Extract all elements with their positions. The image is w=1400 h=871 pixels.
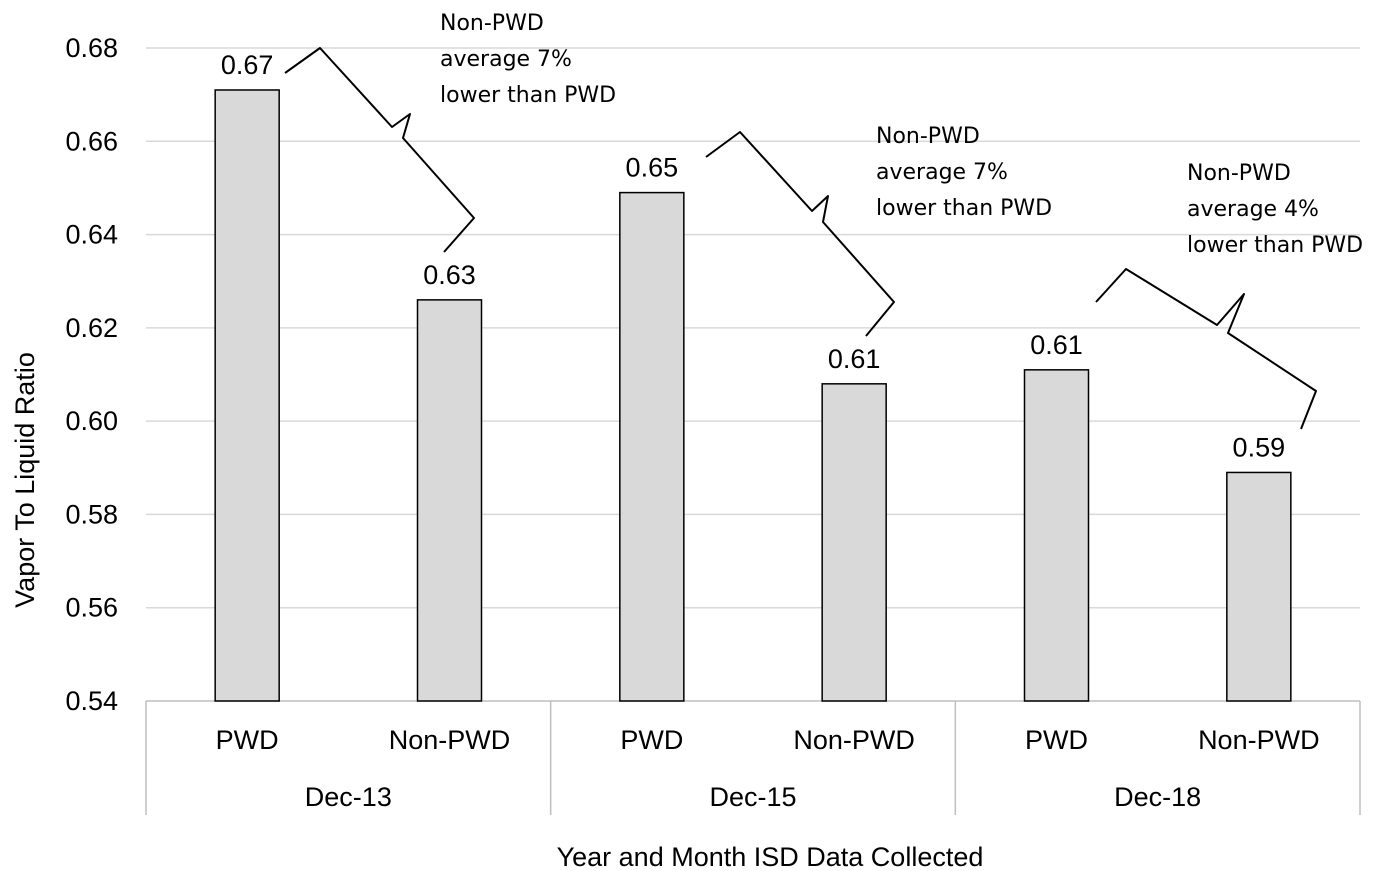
annotation-text: Non-PWD	[876, 124, 980, 149]
annotation-text: average 4%	[1187, 197, 1319, 222]
group-label: Dec-18	[1114, 782, 1201, 812]
category-label: PWD	[216, 725, 279, 755]
y-tick-label: 0.56	[65, 593, 118, 623]
y-axis-title: Vapor To Liquid Ratio	[10, 352, 40, 608]
bar	[821, 383, 887, 702]
annotation-text: lower than PWD	[876, 196, 1052, 221]
x-axis-title: Year and Month ISD Data Collected	[557, 842, 984, 871]
annotation-text: average 7%	[440, 47, 572, 72]
annotation-text: lower than PWD	[1187, 233, 1363, 258]
bar	[214, 89, 280, 702]
bars	[214, 89, 1292, 702]
bar	[416, 299, 483, 702]
category-label: Non-PWD	[1198, 725, 1320, 755]
bar	[1023, 369, 1090, 702]
gridlines	[146, 47, 1360, 609]
y-tick-label: 0.68	[65, 33, 118, 63]
data-label: 0.65	[626, 153, 679, 183]
y-tick-label: 0.54	[65, 686, 118, 716]
category-label: PWD	[1025, 725, 1088, 755]
bracket-callout	[705, 131, 895, 337]
y-tick-label: 0.66	[65, 126, 118, 156]
data-label: 0.63	[423, 260, 476, 290]
data-label: 0.61	[828, 344, 881, 374]
annotation-text: Non-PWD	[440, 11, 544, 36]
annotation-text: Non-PWD	[1187, 161, 1291, 186]
y-tick-label: 0.62	[65, 313, 118, 343]
data-label: 0.61	[1030, 330, 1083, 360]
bar	[619, 191, 685, 702]
annotation-text: average 7%	[876, 160, 1008, 185]
x-axis: PWD Non-PWD Dec-13 PWD Non-PWD Dec-15 PWD Non-P…	[145, 700, 1361, 815]
category-label: Non-PWD	[793, 725, 915, 755]
y-tick-label: 0.64	[65, 220, 118, 250]
bracket-callout	[284, 47, 475, 253]
data-label: 0.59	[1233, 432, 1286, 462]
annotation-text: lower than PWD	[440, 83, 616, 108]
data-labels: 0.67 0.63 0.65 0.61 0.61 0.59	[221, 50, 1285, 462]
data-label: 0.67	[221, 50, 274, 80]
annotations: Non-PWD average 7% lower than PWD Non-PWD av…	[284, 11, 1363, 430]
category-label: PWD	[620, 725, 683, 755]
y-axis-ticks: 0.54 0.56 0.58 0.60 0.62 0.64 0.66 0.68	[65, 33, 118, 716]
group-label: Dec-15	[709, 782, 796, 812]
y-tick-label: 0.58	[65, 499, 118, 529]
y-tick-label: 0.60	[65, 406, 118, 436]
category-label: Non-PWD	[389, 725, 511, 755]
bracket-callout	[1095, 268, 1317, 430]
bar	[1226, 471, 1292, 702]
group-label: Dec-13	[305, 782, 392, 812]
